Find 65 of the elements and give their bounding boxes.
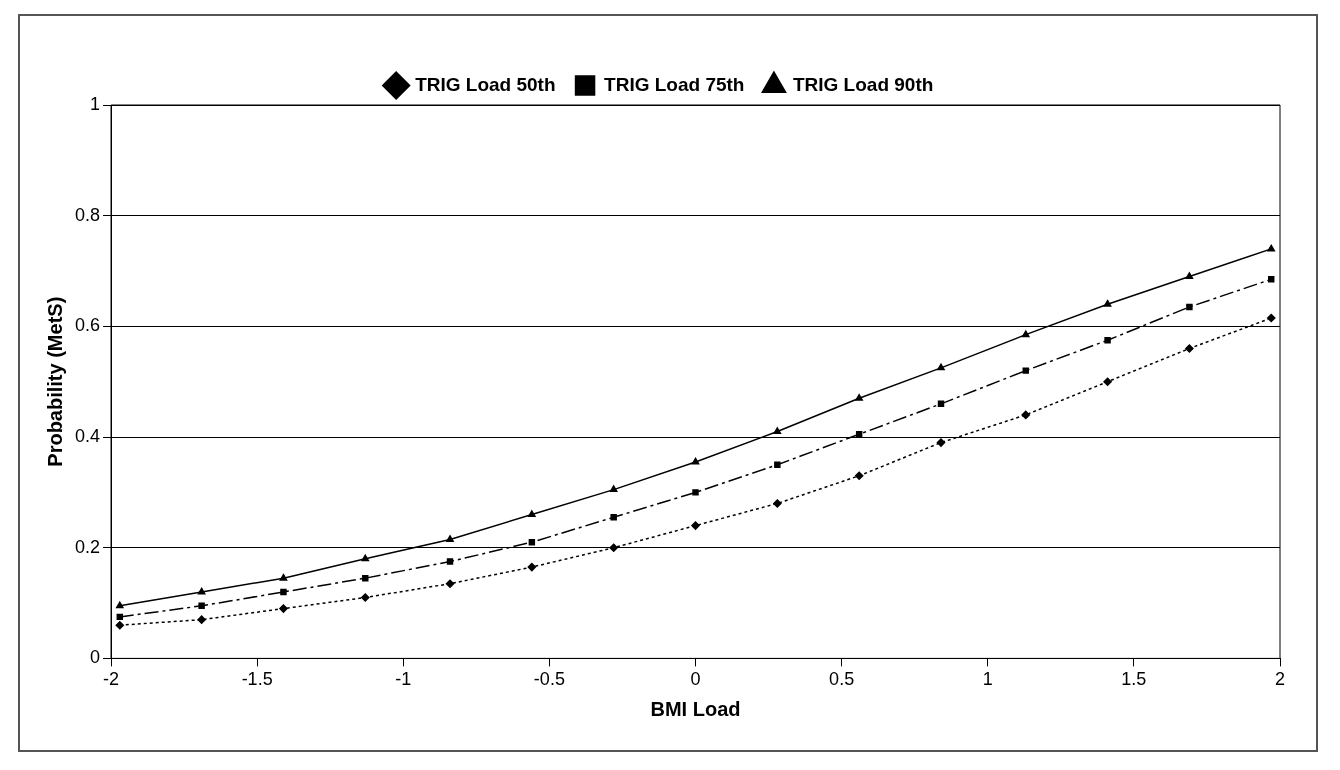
point: [937, 400, 945, 408]
x-tick-label: 1: [982, 669, 993, 690]
point: [1103, 299, 1112, 307]
point: [116, 601, 124, 609]
x-tick-label: 1.5: [1121, 669, 1147, 690]
point: [116, 613, 124, 621]
point: [279, 604, 288, 613]
x-tick-label: 2: [1274, 669, 1286, 690]
legend-label: TRIG Load 50th: [415, 73, 556, 95]
x-tick-label: -0.5: [533, 669, 565, 690]
point: [692, 489, 699, 496]
point: [774, 461, 781, 468]
x-tick-label: -2: [103, 669, 120, 690]
legend-label: TRIG Load 90th: [792, 73, 934, 95]
point: [610, 514, 617, 521]
point: [445, 579, 455, 588]
x-tick-label: -1: [395, 669, 412, 690]
point: [691, 521, 700, 530]
point: [691, 457, 700, 465]
point: [528, 538, 536, 546]
point: [609, 485, 618, 493]
point: [1268, 276, 1275, 283]
point: [936, 438, 946, 447]
point: [446, 558, 454, 565]
point: [855, 431, 863, 438]
point: [1104, 336, 1111, 344]
point: [280, 588, 287, 596]
legend-label: TRIG Load 75th: [604, 73, 745, 95]
x-tick-label: -1.5: [241, 669, 273, 690]
point: [937, 363, 945, 371]
point: [115, 620, 125, 630]
point: [197, 587, 206, 595]
point: [528, 510, 536, 518]
x-tick-label: 0: [690, 669, 701, 690]
y-tick-label: 0.2: [74, 536, 101, 557]
point: [1267, 244, 1276, 252]
point: [279, 573, 288, 581]
point: [1186, 303, 1193, 311]
y-tick-label: 0.8: [74, 204, 101, 225]
point: [361, 593, 370, 602]
point: [1021, 410, 1030, 420]
x-tick-label: 0.5: [829, 669, 855, 690]
point: [1266, 313, 1276, 323]
y-tick-label: 0.4: [74, 426, 101, 447]
point: [854, 471, 864, 481]
y-tick-label: 0.6: [74, 315, 101, 336]
point: [855, 394, 863, 401]
point: [1021, 330, 1030, 338]
point: [773, 427, 782, 435]
point: [609, 543, 618, 552]
y-tick-label: 0: [90, 647, 101, 668]
point: [362, 574, 369, 582]
point: [1185, 272, 1194, 280]
point: [197, 615, 206, 624]
point: [1103, 377, 1112, 386]
point: [773, 499, 782, 508]
point: [527, 562, 537, 572]
point: [198, 602, 205, 610]
point: [446, 535, 454, 542]
y-axis-title: Probability (MetS): [43, 296, 66, 467]
point: [1185, 344, 1194, 353]
y-tick-label: 1: [90, 93, 101, 114]
point: [1022, 367, 1029, 374]
x-axis-title: BMI Load: [650, 697, 741, 720]
point: [361, 554, 370, 562]
